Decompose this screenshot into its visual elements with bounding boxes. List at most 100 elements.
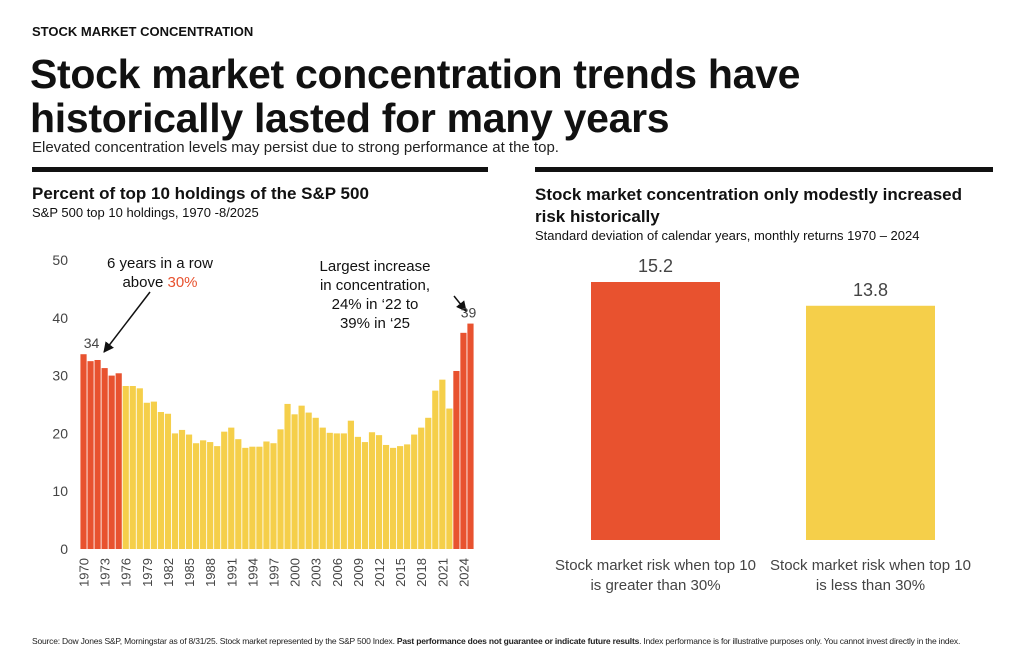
- annotation-text: above: [122, 274, 164, 291]
- x-tick-label: 2006: [330, 558, 345, 587]
- bar: [453, 370, 460, 549]
- bar: [192, 443, 200, 549]
- rule: [535, 167, 993, 172]
- y-tick-label: 50: [52, 252, 68, 268]
- bar: [80, 354, 87, 549]
- category-label: Stock market risk when top 10 is less th…: [770, 557, 971, 594]
- page-subtitle: Elevated concentration levels may persis…: [32, 139, 559, 156]
- eyebrow: STOCK MARKET CONCENTRATION: [32, 24, 254, 39]
- bar: [375, 435, 383, 549]
- y-tick-label: 30: [52, 368, 68, 384]
- x-tick-label: 2000: [288, 558, 303, 587]
- data-label: 34: [84, 335, 100, 351]
- x-tick-label: 1976: [119, 558, 134, 587]
- bar: [214, 446, 221, 549]
- bar: [418, 427, 425, 549]
- bar: [249, 446, 256, 549]
- x-tick-label: 1988: [203, 558, 218, 587]
- bar: [263, 441, 270, 549]
- bar: [129, 386, 136, 549]
- data-label: 13.8: [853, 280, 888, 300]
- arrow: [453, 295, 467, 312]
- bar: [171, 433, 179, 549]
- bar: [115, 373, 122, 549]
- bar: [439, 379, 446, 549]
- bar: [425, 417, 432, 549]
- x-tick-label: 1973: [98, 558, 113, 587]
- annotation-line: 39% in ‘25: [339, 315, 411, 332]
- bar: [200, 440, 207, 549]
- x-tick-label: 1979: [140, 558, 155, 587]
- bar: [326, 432, 333, 549]
- bar: [305, 412, 312, 549]
- chart-title: Percent of top 10 holdings of the S&P 50…: [32, 184, 369, 203]
- bar: [340, 433, 347, 549]
- x-tick-label: 2018: [414, 558, 429, 587]
- y-tick-label: 10: [52, 483, 68, 499]
- bar: [460, 332, 467, 549]
- bar: [228, 427, 235, 549]
- bar: [270, 443, 277, 549]
- annotation-line: Largest increase: [319, 258, 431, 275]
- rule: [32, 167, 488, 172]
- footer-text: Source: Dow Jones S&P, Morningstar as of…: [32, 636, 395, 646]
- x-tick-label: 1997: [266, 558, 281, 587]
- bar: [361, 442, 369, 549]
- bar: [368, 432, 376, 549]
- x-tick-label: 1994: [245, 558, 260, 587]
- bar: [277, 429, 284, 549]
- bar: [207, 442, 214, 549]
- x-tick-label: 2012: [372, 558, 387, 587]
- bar: [591, 282, 720, 540]
- y-tick-label: 40: [52, 310, 68, 326]
- bar: [122, 386, 129, 549]
- chart-subtitle: Standard deviation of calendar years, mo…: [535, 228, 920, 243]
- x-tick-label: 1985: [182, 558, 197, 587]
- bar: [354, 436, 362, 549]
- data-label: 39: [461, 305, 477, 321]
- data-label: 15.2: [638, 256, 673, 276]
- bar: [291, 414, 298, 549]
- bar: [312, 417, 319, 549]
- bar: [411, 434, 418, 549]
- footer: Source: Dow Jones S&P, Morningstar as of…: [32, 636, 960, 646]
- x-tick-label: 1970: [77, 558, 92, 587]
- bar: [94, 359, 101, 549]
- bar: [235, 439, 242, 549]
- x-tick-label: 2021: [435, 558, 450, 587]
- bar: [242, 447, 249, 549]
- bar: [143, 402, 150, 549]
- annotation: Largest increase in concentration, 24% i…: [300, 257, 450, 333]
- bar: [347, 420, 354, 549]
- x-tick-label: 2009: [351, 558, 366, 587]
- x-tick-label: 1982: [161, 558, 176, 587]
- annotation-line: in concentration,: [319, 277, 431, 294]
- bar: [157, 412, 165, 549]
- bar: [446, 408, 453, 549]
- bar: [87, 361, 94, 549]
- y-tick-label: 20: [52, 425, 68, 441]
- bar: [164, 413, 172, 549]
- annotation-line: 6 years in a row: [107, 255, 213, 272]
- chart-title: Stock market concentration only modestly…: [535, 185, 963, 226]
- bar: [185, 434, 193, 549]
- x-tick-label: 2015: [393, 558, 408, 587]
- annotation-highlight: 30%: [167, 274, 198, 291]
- bar: [319, 427, 326, 549]
- annotation: 6 years in a row above 30%: [95, 254, 225, 292]
- x-tick-label: 1991: [224, 558, 239, 587]
- page-title: Stock market concentration trends have h…: [30, 51, 801, 141]
- bar: [432, 390, 439, 549]
- bar: [382, 444, 390, 549]
- bar: [108, 375, 115, 549]
- bar: [284, 403, 291, 549]
- footer-text: Past performance does not guarantee or i…: [396, 636, 640, 646]
- bar: [333, 433, 340, 549]
- bar: [298, 405, 305, 549]
- bar: [256, 446, 263, 549]
- bar: [397, 446, 404, 549]
- bar: [404, 444, 411, 549]
- annotation-line: above 30%: [95, 273, 225, 292]
